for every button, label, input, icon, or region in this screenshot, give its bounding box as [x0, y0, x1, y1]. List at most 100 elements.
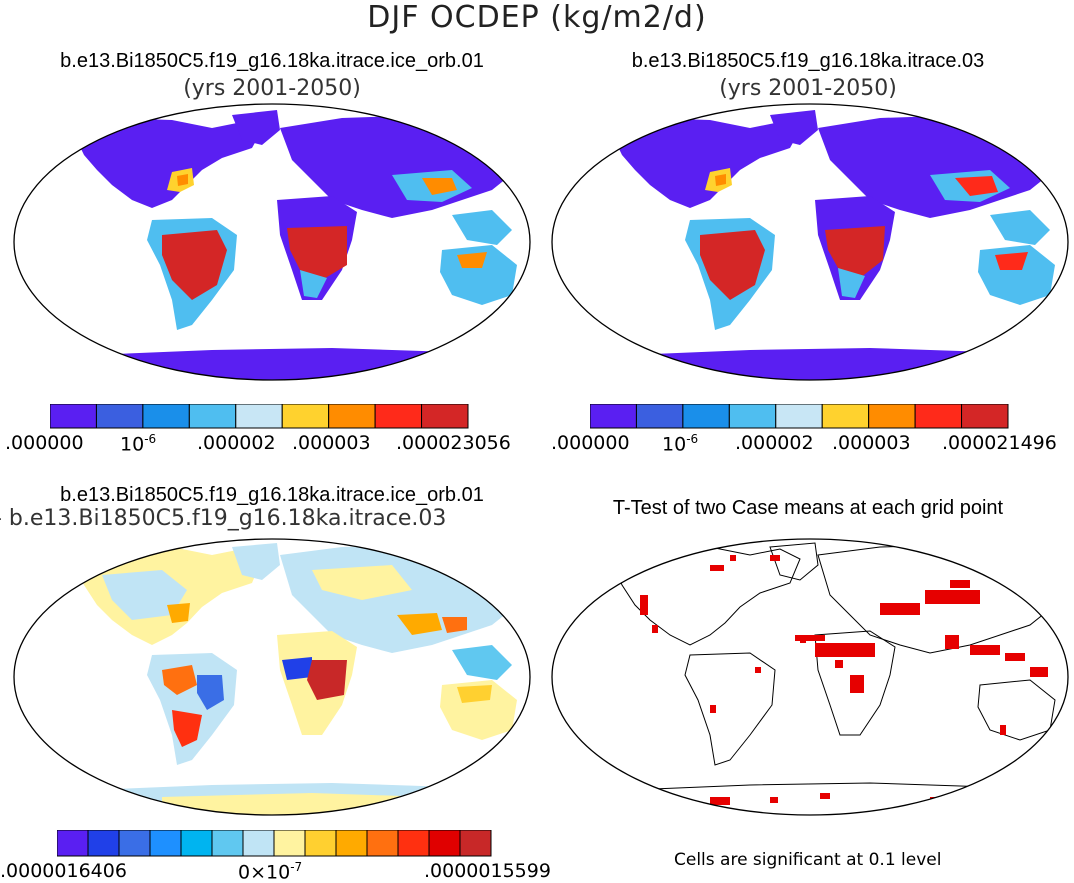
amazon-hotspot [162, 230, 227, 300]
central-africa-hotspot [825, 226, 885, 278]
australia-north-hotspot [995, 252, 1028, 270]
central-africa-pos [307, 660, 347, 700]
colorbar-swatch [868, 404, 916, 429]
colorbar-swatch [421, 404, 469, 429]
top-left-map [13, 103, 531, 381]
bottom-left-map [13, 538, 531, 816]
greenland-outline [769, 542, 819, 581]
sig-cell [795, 635, 825, 641]
top-left-tick-3: .000003 [292, 432, 371, 454]
australia-north [457, 685, 492, 703]
top-left-panel-subtitle: (yrs 2001-2050) [183, 76, 361, 101]
sig-cell [770, 797, 778, 803]
sig-cell [640, 595, 648, 615]
bottom-left-panel-subtitle: - b.e13.Bi1850C5.f19_g16.18ka.itrace.03 [0, 506, 447, 531]
greenland-region [232, 110, 280, 145]
colorbar-swatch [914, 404, 963, 429]
colorbar-swatch [211, 830, 244, 857]
top-left-panel-title: b.e13.Bi1850C5.f19_g16.18ka.itrace.ice_o… [60, 50, 484, 72]
colorbar-swatch [149, 830, 182, 857]
asia-hotspot [422, 178, 457, 195]
sig-cell [970, 645, 1000, 655]
bottom-left-panel-title: b.e13.Bi1850C5.f19_g16.18ka.itrace.ice_o… [60, 484, 484, 506]
colorbar-swatch [428, 830, 461, 857]
colorbar-swatch [57, 830, 89, 857]
top-right-panel-subtitle: (yrs 2001-2050) [719, 76, 897, 101]
south-africa-edge [838, 268, 865, 298]
south-america-outline [684, 652, 776, 766]
bottom-left-tick-1: 0×10-7 [238, 860, 303, 883]
sig-cell [710, 797, 730, 805]
greenland-region [770, 110, 818, 145]
greenland-region [232, 543, 280, 580]
se-asia-region [990, 210, 1050, 245]
central-africa-hotspot [287, 226, 347, 280]
top-right-tick-1: 10-6 [662, 432, 699, 456]
colorbar-swatch [273, 830, 306, 857]
sig-cell [770, 555, 780, 561]
colorbar-swatch [87, 830, 120, 857]
figure-title: DJF OCDEP (kg/m2/d) [367, 0, 707, 35]
top-left-colorbar [50, 404, 469, 429]
colorbar-swatch [821, 404, 870, 429]
sig-cell [755, 667, 761, 673]
significance-caption: Cells are significant at 0.1 level [674, 850, 942, 870]
colorbar-swatch [180, 830, 213, 857]
colorbar-swatch [397, 830, 430, 857]
australia-north-hotspot [457, 252, 487, 268]
colorbar-swatch [281, 404, 330, 429]
south-america-south [172, 710, 202, 747]
sig-cell [925, 590, 980, 604]
sig-cell [815, 643, 875, 657]
sig-cell [945, 635, 959, 649]
top-right-tick-2: .000002 [735, 432, 814, 454]
colorbar-swatch [590, 404, 637, 429]
bottom-right-panel-title: T-Test of two Case means at each grid po… [612, 497, 1004, 519]
colorbar-swatch [961, 404, 1009, 429]
eurasia-warm [312, 565, 412, 600]
sig-cell [730, 555, 736, 561]
australia-region [440, 680, 517, 740]
top-left-tick-2: .000002 [197, 432, 276, 454]
india-anomaly [397, 613, 442, 635]
sig-cell [1030, 667, 1048, 677]
colorbar-swatch [728, 404, 777, 429]
colorbar-swatch [142, 404, 190, 429]
sig-cell [1005, 653, 1025, 661]
sig-cell [850, 675, 864, 693]
sig-cell [652, 625, 658, 633]
top-right-tick-4: .000021496 [942, 432, 1057, 454]
colorbar-swatch [95, 404, 144, 429]
amazon-hotspot [700, 230, 765, 300]
sig-cell [710, 565, 724, 571]
sig-cell [950, 580, 970, 588]
asia-hotspot [955, 176, 998, 196]
top-right-map [551, 103, 1069, 381]
top-right-tick-3: .000003 [832, 432, 911, 454]
africa-outline [814, 630, 896, 736]
colorbar-swatch [304, 830, 337, 857]
colorbar-swatch [459, 830, 492, 857]
colorbar-swatch [635, 404, 684, 429]
sig-cell [710, 705, 716, 713]
colorbar-swatch [118, 830, 151, 857]
top-left-tick-1: 10-6 [120, 432, 157, 456]
colorbar-swatch [235, 404, 283, 429]
colorbar-swatch [188, 404, 237, 429]
north-america-cool [102, 570, 187, 620]
top-left-tick-0: .000000 [5, 432, 84, 454]
colorbar-swatch [328, 404, 376, 429]
top-left-tick-4: .000023056 [396, 432, 511, 454]
sig-cell [835, 660, 843, 668]
se-asia-region [452, 645, 512, 680]
antarctica-outline [629, 782, 1051, 796]
bottom-right-map [551, 538, 1069, 816]
colorbar-swatch [50, 404, 97, 429]
colorbar-swatch [374, 404, 423, 429]
north-america-region [72, 118, 262, 208]
bottom-left-tick-0: .0000016406 [0, 860, 127, 882]
amazon-anomaly-neg [197, 675, 224, 710]
sig-cell [1020, 563, 1030, 569]
australia-outline [977, 679, 1056, 741]
north-america-region [610, 118, 800, 208]
